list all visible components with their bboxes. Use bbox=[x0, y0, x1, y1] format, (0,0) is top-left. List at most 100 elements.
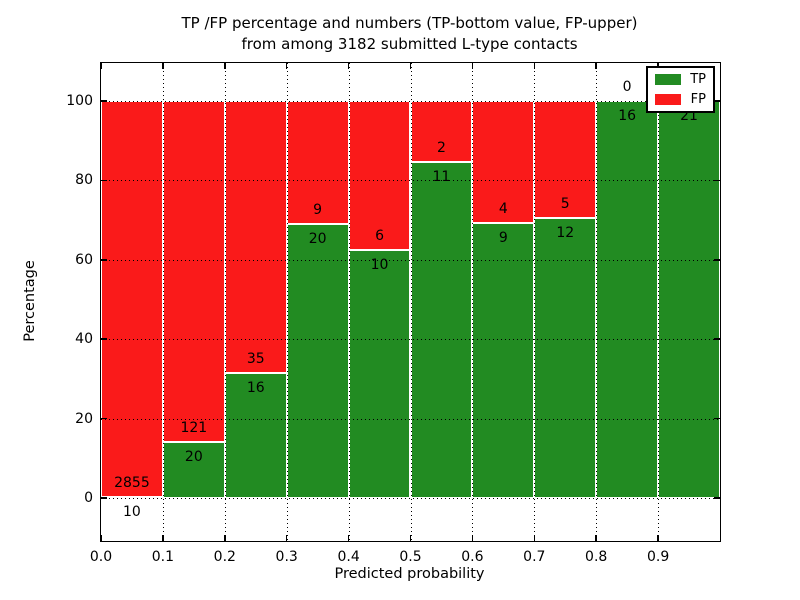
x-tick-mark bbox=[100, 535, 102, 541]
tp-count-label: 12 bbox=[556, 224, 575, 241]
y-tick-mark bbox=[101, 259, 107, 261]
gridline-vertical bbox=[224, 63, 226, 541]
gridline-vertical bbox=[286, 63, 288, 541]
tp-count-label: 10 bbox=[370, 256, 389, 273]
y-tick-label: 100 bbox=[66, 93, 93, 109]
tp-count-label: 16 bbox=[246, 380, 265, 397]
x-tick-mark bbox=[409, 63, 412, 69]
y-tick-label: 60 bbox=[75, 251, 93, 268]
fp-count-label: 0 bbox=[622, 79, 632, 95]
fp-bar-segment bbox=[534, 101, 597, 218]
x-tick-label: 0.5 bbox=[399, 549, 422, 565]
gridline-vertical bbox=[472, 63, 474, 541]
plot-area: 285510121203516920610211495120160210.00.… bbox=[66, 62, 721, 565]
chart-title: TP /FP percentage and numbers (TP-bottom… bbox=[100, 13, 719, 55]
x-axis-label: Predicted probability bbox=[334, 566, 485, 582]
y-tick-mark bbox=[714, 338, 720, 340]
x-tick-label: 0.8 bbox=[585, 549, 608, 565]
x-tick-mark bbox=[224, 535, 226, 541]
tp-count-label: 20 bbox=[184, 448, 203, 465]
y-tick-label: 0 bbox=[84, 490, 93, 506]
fp-count-label: 2855 bbox=[114, 474, 150, 491]
gridline-vertical bbox=[658, 63, 660, 541]
tp-bar-segment bbox=[348, 249, 411, 498]
x-tick-label: 0.3 bbox=[275, 549, 298, 565]
y-tick-mark bbox=[101, 179, 107, 182]
tp-count-label: 9 bbox=[498, 230, 508, 247]
tp-count-label: 10 bbox=[123, 503, 141, 520]
fp-bar-segment bbox=[348, 101, 411, 250]
y-tick-mark bbox=[714, 259, 720, 261]
chart-title-line2: from among 3182 submitted L-type contact… bbox=[241, 35, 578, 53]
fp-count-label: 5 bbox=[560, 195, 570, 212]
y-tick-mark bbox=[101, 100, 107, 102]
tp-count-label: 20 bbox=[308, 231, 327, 248]
tp-bar-segment bbox=[596, 101, 659, 498]
y-tick-mark bbox=[101, 417, 107, 420]
legend-entry-tp: TP bbox=[655, 73, 706, 86]
x-tick-mark bbox=[533, 63, 536, 69]
gridline-vertical bbox=[596, 63, 598, 541]
gridline-vertical bbox=[534, 63, 536, 541]
tp-bar-segment bbox=[162, 441, 225, 498]
x-tick-mark bbox=[657, 535, 659, 541]
tp-bar-segment bbox=[286, 224, 349, 498]
y-tick-mark bbox=[714, 100, 720, 102]
tp-swatch-icon bbox=[655, 74, 681, 85]
tp-count-label: 16 bbox=[618, 108, 637, 124]
tp-bar-segment bbox=[410, 162, 473, 498]
x-tick-mark bbox=[285, 63, 288, 69]
x-tick-mark bbox=[595, 63, 597, 69]
legend-label-fp: FP bbox=[690, 92, 706, 107]
fp-count-label: 4 bbox=[498, 201, 508, 218]
chart-title-line1: TP /FP percentage and numbers (TP-bottom… bbox=[181, 14, 638, 32]
y-tick-mark bbox=[101, 497, 107, 499]
fp-count-label: 35 bbox=[246, 351, 265, 368]
fp-count-label: 121 bbox=[180, 419, 208, 436]
legend-entry-fp: FP bbox=[655, 93, 706, 106]
gridline-horizontal bbox=[101, 180, 720, 182]
x-tick-mark bbox=[409, 535, 412, 541]
x-tick-mark bbox=[347, 63, 350, 69]
x-tick-mark bbox=[533, 535, 536, 541]
x-tick-label: 0.1 bbox=[151, 549, 175, 565]
x-tick-label: 0.6 bbox=[461, 549, 484, 565]
fp-swatch-icon bbox=[655, 94, 681, 105]
fp-count-label: 2 bbox=[436, 140, 446, 157]
x-tick-mark bbox=[471, 63, 474, 69]
x-tick-mark bbox=[595, 535, 597, 541]
legend: TP FP bbox=[646, 66, 715, 113]
x-tick-mark bbox=[162, 63, 164, 69]
x-tick-mark bbox=[285, 535, 288, 541]
fp-count-label: 6 bbox=[375, 227, 385, 244]
gridline-horizontal bbox=[101, 498, 720, 499]
x-tick-label: 0.2 bbox=[213, 549, 236, 565]
x-tick-label: 0.0 bbox=[89, 549, 113, 565]
y-tick-mark bbox=[714, 417, 720, 420]
tp-bar-segment bbox=[658, 101, 720, 498]
x-tick-label: 0.4 bbox=[337, 549, 360, 565]
tp-bar-segment bbox=[472, 223, 535, 498]
tp-bar-segment bbox=[534, 217, 597, 498]
fp-bar-segment bbox=[162, 101, 225, 442]
gridline-horizontal bbox=[101, 339, 720, 341]
gridline-vertical bbox=[348, 63, 350, 541]
y-tick-mark bbox=[714, 497, 720, 499]
y-tick-label: 80 bbox=[75, 172, 93, 189]
x-tick-label: 0.7 bbox=[523, 549, 546, 565]
fp-bar-segment bbox=[472, 101, 535, 224]
fp-bar-segment bbox=[101, 101, 163, 497]
fp-bar-segment bbox=[224, 101, 287, 374]
gridline-vertical bbox=[410, 63, 412, 541]
fp-count-label: 9 bbox=[313, 202, 323, 219]
y-tick-label: 40 bbox=[75, 331, 93, 348]
tp-count-label: 11 bbox=[432, 169, 451, 186]
gridline-horizontal bbox=[101, 418, 720, 420]
x-tick-mark bbox=[347, 535, 350, 541]
legend-label-tp: TP bbox=[690, 72, 706, 87]
x-tick-mark bbox=[100, 63, 102, 69]
x-tick-mark bbox=[471, 535, 474, 541]
x-tick-label: 0.9 bbox=[646, 549, 670, 565]
y-axis-label: Percentage bbox=[22, 260, 38, 342]
